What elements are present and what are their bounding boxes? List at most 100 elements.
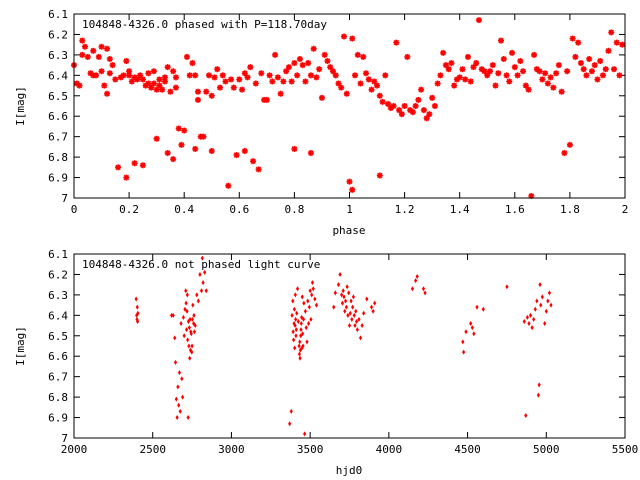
data-point [98,43,105,50]
data-point [462,349,466,355]
data-point [415,273,419,279]
data-point [181,314,186,320]
data-point [203,269,207,275]
data-point [414,278,418,284]
data-point [123,174,130,181]
data-point [198,271,202,277]
data-point [338,84,345,91]
x-tick-label: 3000 [218,443,245,456]
data-point [93,72,100,79]
data-point [136,310,140,316]
data-point [536,392,541,398]
data-point [540,294,544,300]
data-point [340,33,347,40]
data-point [352,72,359,79]
data-point [307,72,314,79]
y-tick-label: 6.7 [48,371,68,384]
data-point [90,47,97,54]
data-point [616,72,623,79]
data-point [291,60,298,67]
data-point [564,68,571,75]
y-tick-label: 6.6 [48,350,68,363]
data-point [176,384,180,390]
data-point [374,82,381,89]
x-tick-label: 1.2 [395,203,415,216]
data-point [355,327,359,333]
unphased-light-curve-panel: 104848-4326.0 not phased light curve I[m… [14,248,638,477]
data-point [214,66,221,73]
data-point [472,331,476,337]
y-tick-label: 6.8 [48,391,68,404]
data-point [106,55,113,62]
data-point [371,308,375,314]
data-point [522,318,526,324]
x-tick-label: 3500 [297,443,324,456]
data-point [527,321,531,327]
data-point [184,327,189,333]
data-point [201,280,205,286]
data-point [285,64,292,71]
data-point [170,156,177,163]
y-tick-label: 6.9 [48,412,68,425]
data-point [484,72,491,79]
data-point [360,323,364,329]
data-point [150,80,157,87]
y-tick-label: 6.8 [48,151,68,164]
data-point [605,47,612,54]
x-tick-label: 2000 [61,443,88,456]
data-point [459,66,466,73]
data-point [390,103,397,109]
data-point [481,68,488,75]
data-point [442,62,449,69]
data-point [136,318,140,324]
data-point [294,333,298,339]
data-point [305,60,312,67]
data-point [288,78,295,85]
data-point [347,323,352,329]
data-point [156,82,163,89]
data-point [192,72,199,79]
x-axis-label: hjd0 [336,464,363,477]
data-point [487,68,494,75]
data-point [583,72,590,79]
data-point [193,323,197,329]
data-point [506,78,513,85]
data-point [297,343,301,349]
data-point [409,109,416,116]
data-point [148,84,155,91]
data-point [357,80,364,87]
data-point [338,271,342,277]
data-point [503,72,510,79]
data-point [300,345,304,351]
data-point [591,62,598,69]
data-point [350,316,354,322]
data-point [301,343,305,349]
data-point [415,96,422,103]
x-axis-label: phase [332,224,365,237]
data-point [298,355,302,361]
data-point [291,329,295,335]
x-tick-label: 0.2 [119,203,139,216]
data-point [412,103,419,109]
data-point [558,88,565,95]
data-point [393,39,400,46]
data-point [189,60,196,67]
data-point [145,80,152,87]
y-tick-label: 7 [61,192,68,205]
data-point [263,96,270,103]
data-point [520,68,527,75]
data-point [608,29,615,36]
data-point [280,78,287,85]
data-point [572,53,579,60]
data-point [401,103,408,109]
data-point [555,62,562,69]
data-point [467,78,474,85]
data-point [376,92,383,99]
data-point [318,94,325,101]
data-point [79,37,86,44]
data-point [291,145,298,152]
data-point [310,280,315,286]
data-point [440,49,447,56]
data-point [535,298,539,304]
data-point [175,125,182,132]
